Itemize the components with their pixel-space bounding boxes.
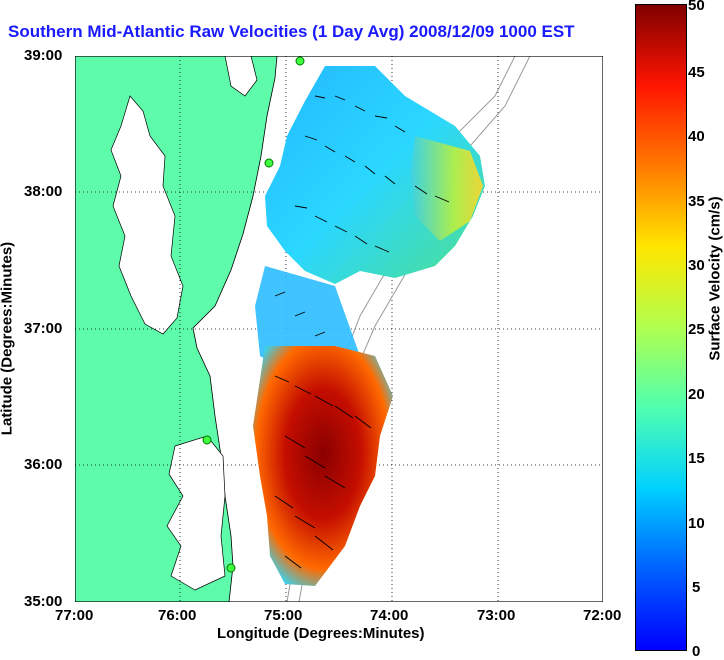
colorbar-tick-label: 5: [692, 579, 701, 596]
map-plot: [75, 56, 603, 602]
colorbar-tick-label: 50: [688, 0, 705, 14]
colorbar-tick-label: 15: [688, 450, 705, 467]
delaware-bay: [224, 56, 258, 97]
radar-station-marker: [226, 563, 236, 573]
y-tick-label: 38:00: [24, 183, 63, 200]
colorbar-tick-label: 30: [688, 257, 705, 274]
radar-station-marker: [295, 56, 305, 66]
y-tick-label: 35:00: [24, 593, 63, 610]
velocity-vectors: [274, 95, 450, 569]
x-tick-label: 74:00: [370, 607, 409, 624]
colorbar-tick-label: 40: [688, 128, 705, 145]
y-axis-label: Latitude (Degrees:Minutes): [0, 241, 16, 436]
colorbar-tick-label: 20: [688, 386, 705, 403]
chesapeake-bay: [110, 95, 184, 335]
y-tick-label: 37:00: [24, 320, 63, 337]
colorbar-tick-label: 45: [688, 64, 705, 81]
radar-station-marker: [264, 158, 274, 168]
pamlico-sound: [166, 435, 226, 591]
x-tick-label: 75:00: [264, 607, 303, 624]
x-tick-label: 72:00: [583, 607, 622, 624]
x-tick-label: 77:00: [55, 607, 94, 624]
x-tick-label: 73:00: [477, 607, 516, 624]
radar-station-marker: [202, 435, 212, 445]
y-tick-label: 36:00: [24, 456, 63, 473]
colorbar: [635, 4, 687, 651]
colorbar-tick-label: 25: [688, 321, 705, 338]
x-tick-label: 76:00: [158, 607, 197, 624]
colorbar-label: Surface Velocity (cm/s): [706, 196, 724, 361]
y-tick-label: 39:00: [24, 47, 63, 64]
colorbar-tick-label: 35: [688, 193, 705, 210]
colorbar-tick-label: 10: [688, 515, 705, 532]
colorbar-tick-label: 0: [692, 643, 701, 660]
x-axis-label: Longitude (Degrees:Minutes): [217, 625, 425, 642]
velocity-field-south: [253, 346, 393, 586]
velocity-field-north-hot: [410, 136, 483, 241]
map-title: Southern Mid-Atlantic Raw Velocities (1 …: [8, 22, 575, 41]
